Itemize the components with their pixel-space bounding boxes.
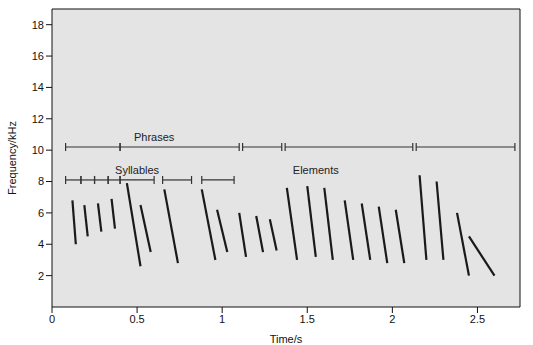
- svg-text:0.5: 0.5: [129, 313, 144, 325]
- svg-text:1.5: 1.5: [300, 313, 315, 325]
- svg-text:2: 2: [389, 313, 395, 325]
- svg-text:14: 14: [32, 81, 44, 93]
- svg-text:18: 18: [32, 19, 44, 31]
- svg-text:16: 16: [32, 50, 44, 62]
- svg-text:Time/s: Time/s: [270, 333, 303, 345]
- svg-text:Syllables: Syllables: [115, 164, 160, 176]
- svg-text:2: 2: [38, 270, 44, 282]
- svg-text:1: 1: [219, 313, 225, 325]
- svg-text:6: 6: [38, 207, 44, 219]
- svg-text:0: 0: [49, 313, 55, 325]
- svg-text:12: 12: [32, 113, 44, 125]
- svg-text:8: 8: [38, 175, 44, 187]
- svg-text:Phrases: Phrases: [134, 131, 175, 143]
- svg-text:Frequency/kHz: Frequency/kHz: [6, 121, 18, 195]
- svg-text:10: 10: [32, 144, 44, 156]
- svg-text:4: 4: [38, 238, 44, 250]
- svg-text:2.5: 2.5: [470, 313, 485, 325]
- svg-text:Elements: Elements: [293, 164, 339, 176]
